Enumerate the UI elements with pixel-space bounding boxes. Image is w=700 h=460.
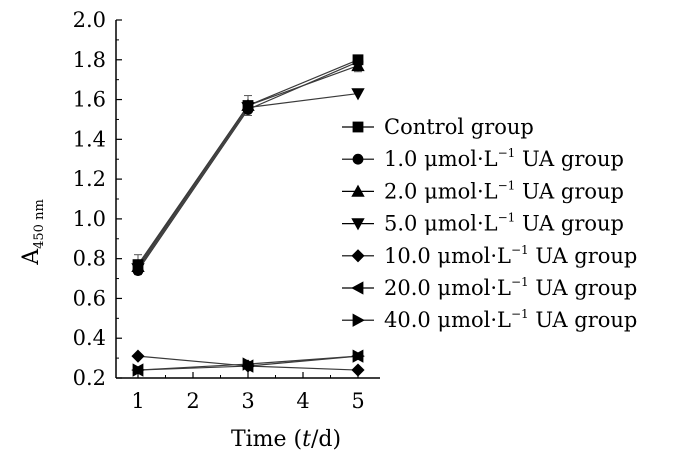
series-line-1 [137,61,359,271]
data-point [242,357,255,371]
legend-marker-5 [351,281,364,295]
legend-label-5: 20.0 μmol·L−1 UA group [384,275,637,300]
legend-marker-2 [351,184,365,197]
y-tick-label: 1.8 [73,48,106,72]
x-tick-label: 4 [296,389,309,413]
legend-label-4: 10.0 μmol·L−1 UA group [384,243,637,268]
legend-label-6: 40.0 μmol·L−1 UA group [384,307,637,332]
y-tick-label: 1.2 [73,167,106,191]
legend-marker-4 [351,249,365,263]
data-point [351,58,365,72]
x-tick-label: 2 [186,389,199,413]
x-tick-label: 1 [131,389,144,413]
y-tick-label: 1.0 [73,207,106,231]
y-tick-label: 2.0 [73,8,106,32]
legend: Control group 1.0 μmol·L−1 UA group 2.0 μm… [342,115,637,332]
legend-marker-6 [352,313,365,327]
y-tick-label: 1.4 [73,127,106,151]
data-point [131,349,145,363]
data-point [132,363,145,377]
x-axis-title: Time (t/d) [231,427,341,452]
x-tick-label: 5 [351,389,364,413]
y-axis-title: A450 nm [19,199,47,266]
x-tick-label: 3 [241,389,254,413]
y-tick-label: 0.6 [73,286,106,310]
data-point [241,102,255,115]
legend-label-1: 1.0 μmol·L−1 UA group [384,146,624,171]
y-tick-label: 0.8 [73,247,106,271]
legend-marker-1 [352,153,364,165]
axes-layer: 0.2 0.4 0.6 0.8 1.0 1.2 1.4 1.6 1.8 2.0 1 2 3 4 5 [73,8,380,413]
legend-marker-3 [351,218,365,231]
y-tick-label: 0.4 [73,326,106,350]
series-layer [131,54,365,377]
legend-label-2: 2.0 μmol·L−1 UA group [384,178,624,203]
data-point [351,88,365,101]
legend-label-0: Control group [384,115,534,139]
data-point [131,263,145,276]
data-point [351,363,365,377]
y-tick-label: 1.6 [73,88,106,112]
legend-label-3: 5.0 μmol·L−1 UA group [384,211,624,236]
legend-marker-0 [352,121,364,133]
series-line-0 [137,59,359,265]
data-point [352,349,365,363]
y-tick-label: 0.2 [73,366,106,390]
series-line-3 [137,92,359,269]
